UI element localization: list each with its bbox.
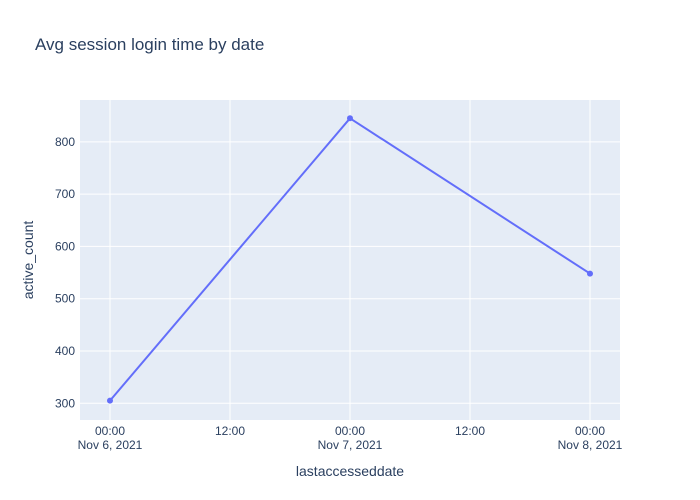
x-tick-date-label: Nov 6, 2021 — [78, 438, 143, 452]
x-tick-label: 00:00 — [335, 424, 365, 438]
data-point — [347, 115, 353, 122]
grid — [80, 100, 620, 420]
x-axis-title: lastaccesseddate — [296, 463, 404, 479]
y-tick-label: 500 — [55, 292, 75, 306]
y-tick-label: 700 — [55, 187, 75, 201]
y-tick-label: 600 — [55, 239, 75, 253]
chart-title: Avg session login time by date — [35, 35, 264, 54]
x-tick-label: 12:00 — [455, 424, 485, 438]
series-layer — [107, 115, 593, 404]
y-axis-title: active_count — [20, 221, 36, 300]
x-tick-label: 00:00 — [95, 424, 125, 438]
x-tick-label: 00:00 — [575, 424, 605, 438]
y-tick-label: 800 — [55, 135, 75, 149]
x-tick-date-label: Nov 8, 2021 — [558, 438, 623, 452]
y-tick-label: 400 — [55, 344, 75, 358]
x-tick-label: 12:00 — [215, 424, 245, 438]
data-point — [107, 397, 113, 404]
y-tick-label: 300 — [55, 396, 75, 410]
data-point — [587, 270, 593, 277]
x-tick-date-label: Nov 7, 2021 — [318, 438, 383, 452]
